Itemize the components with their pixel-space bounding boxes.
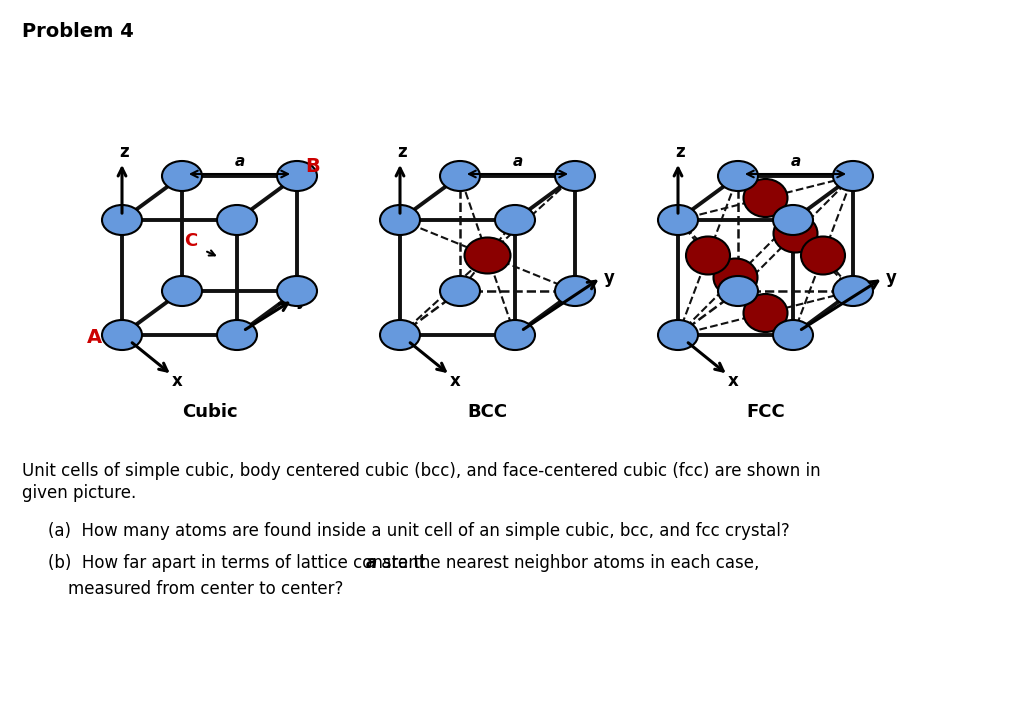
- Text: FCC: FCC: [746, 403, 784, 421]
- Ellipse shape: [278, 161, 317, 191]
- Ellipse shape: [440, 161, 480, 191]
- Ellipse shape: [465, 238, 511, 274]
- Text: a: a: [366, 554, 377, 572]
- Text: y: y: [603, 269, 614, 287]
- Ellipse shape: [658, 205, 698, 235]
- Ellipse shape: [743, 179, 787, 217]
- Text: B: B: [305, 157, 319, 176]
- Text: x: x: [728, 372, 738, 390]
- Text: y: y: [296, 291, 306, 309]
- Text: Unit cells of simple cubic, body centered cubic (bcc), and face-centered cubic (: Unit cells of simple cubic, body centere…: [22, 462, 820, 480]
- Ellipse shape: [495, 320, 535, 350]
- Ellipse shape: [440, 276, 480, 306]
- Ellipse shape: [714, 258, 758, 297]
- Text: (a)  How many atoms are found inside a unit cell of an simple cubic, bcc, and fc: (a) How many atoms are found inside a un…: [48, 522, 790, 540]
- Ellipse shape: [380, 320, 420, 350]
- Ellipse shape: [555, 161, 595, 191]
- Text: measured from center to center?: measured from center to center?: [68, 580, 343, 598]
- Text: a: a: [791, 155, 801, 169]
- Text: a: a: [512, 155, 522, 169]
- Text: Problem 4: Problem 4: [22, 22, 134, 41]
- Ellipse shape: [217, 205, 257, 235]
- Text: Cubic: Cubic: [181, 403, 238, 421]
- Ellipse shape: [555, 276, 595, 306]
- Text: BCC: BCC: [467, 403, 508, 421]
- Text: z: z: [119, 143, 129, 161]
- Ellipse shape: [686, 236, 730, 274]
- Text: (b)  How far apart in terms of lattice constant: (b) How far apart in terms of lattice co…: [48, 554, 430, 572]
- Ellipse shape: [801, 236, 845, 274]
- Ellipse shape: [718, 161, 758, 191]
- Text: z: z: [675, 143, 685, 161]
- Text: y: y: [886, 269, 896, 287]
- Text: are the nearest neighbor atoms in each case,: are the nearest neighbor atoms in each c…: [376, 554, 759, 572]
- Ellipse shape: [718, 276, 758, 306]
- Text: z: z: [397, 143, 407, 161]
- Ellipse shape: [217, 320, 257, 350]
- Ellipse shape: [162, 276, 202, 306]
- Text: A: A: [87, 328, 102, 347]
- Ellipse shape: [162, 161, 202, 191]
- Text: a: a: [234, 155, 245, 169]
- Ellipse shape: [278, 276, 317, 306]
- Text: C: C: [184, 232, 198, 250]
- Ellipse shape: [658, 320, 698, 350]
- Ellipse shape: [495, 205, 535, 235]
- Ellipse shape: [773, 205, 813, 235]
- Ellipse shape: [833, 161, 873, 191]
- Text: x: x: [450, 372, 461, 390]
- Ellipse shape: [833, 276, 873, 306]
- Ellipse shape: [102, 320, 142, 350]
- Ellipse shape: [773, 215, 817, 253]
- Text: x: x: [172, 372, 182, 390]
- Ellipse shape: [380, 205, 420, 235]
- Ellipse shape: [773, 320, 813, 350]
- Text: given picture.: given picture.: [22, 484, 136, 502]
- Ellipse shape: [102, 205, 142, 235]
- Ellipse shape: [743, 294, 787, 332]
